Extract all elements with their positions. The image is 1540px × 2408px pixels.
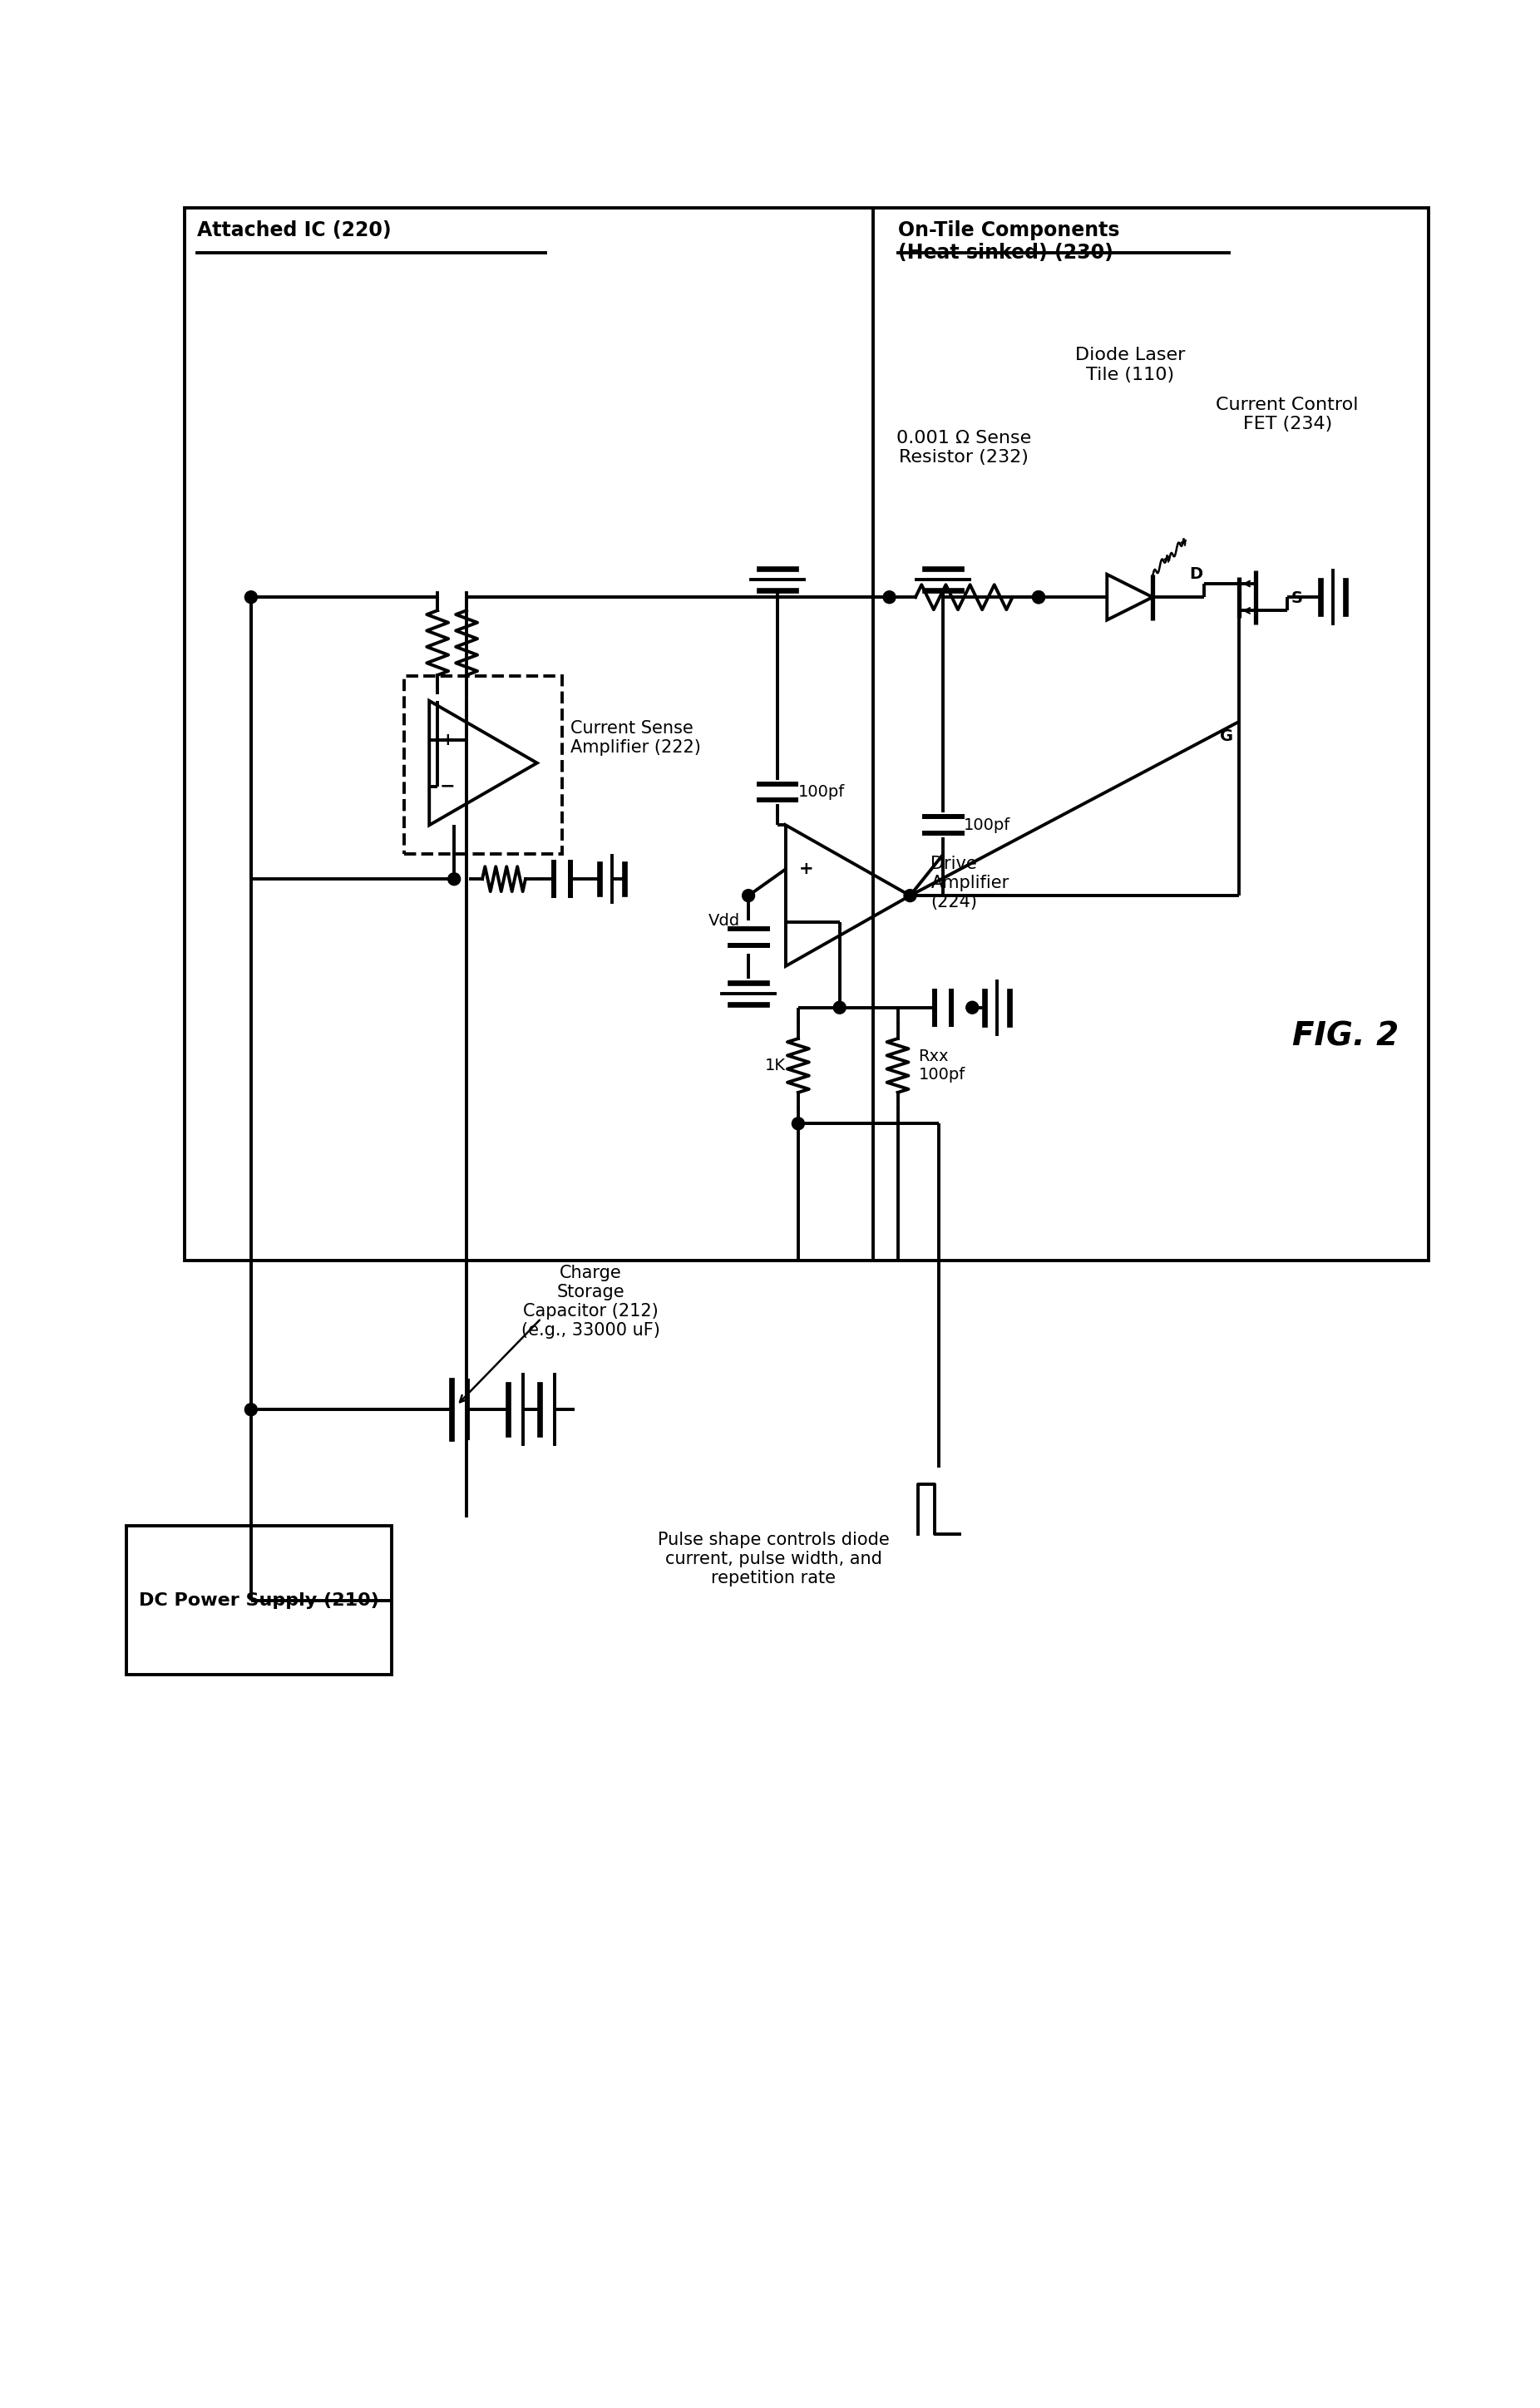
Text: Drive
Amplifier
(224): Drive Amplifier (224) [930, 855, 1009, 910]
Circle shape [1032, 590, 1044, 604]
Circle shape [1032, 590, 1044, 604]
Text: Current Control
FET (234): Current Control FET (234) [1217, 397, 1358, 433]
Text: 100pf: 100pf [798, 785, 845, 799]
Circle shape [245, 590, 257, 604]
Text: Current Sense
Amplifier (222): Current Sense Amplifier (222) [570, 720, 701, 756]
Circle shape [904, 889, 916, 903]
Circle shape [245, 1404, 257, 1416]
Text: Rxx
100pf: Rxx 100pf [918, 1047, 966, 1084]
Text: 100pf: 100pf [964, 816, 1010, 833]
Circle shape [833, 1002, 845, 1014]
Circle shape [966, 1002, 978, 1014]
Bar [185, 207, 1428, 1259]
Polygon shape [1107, 576, 1152, 619]
Text: Attached IC (220): Attached IC (220) [197, 219, 391, 241]
Bar [126, 1527, 393, 1676]
Text: +: + [440, 732, 454, 749]
Circle shape [792, 1117, 804, 1129]
Text: −: − [440, 778, 456, 795]
Circle shape [882, 590, 896, 604]
Text: On-Tile Components
(Heat sinked) (230): On-Tile Components (Heat sinked) (230) [898, 219, 1120, 262]
Text: D: D [1189, 566, 1203, 583]
Text: S: S [1292, 590, 1303, 607]
Bar [405, 677, 562, 855]
Text: −: − [799, 913, 815, 929]
Text: Charge
Storage
Capacitor (212)
(e.g., 33000 uF): Charge Storage Capacitor (212) (e.g., 33… [522, 1264, 661, 1339]
Text: Pulse shape controls diode
current, pulse width, and
repetition rate: Pulse shape controls diode current, puls… [658, 1531, 889, 1587]
Text: Diode Laser
Tile (110): Diode Laser Tile (110) [1075, 347, 1184, 383]
Text: 1K: 1K [764, 1057, 785, 1074]
Text: DC Power Supply (210): DC Power Supply (210) [139, 1592, 379, 1609]
Text: 0.001 Ω Sense
Resistor (232): 0.001 Ω Sense Resistor (232) [896, 431, 1032, 465]
Circle shape [448, 872, 460, 886]
Text: FIG. 2: FIG. 2 [1292, 1021, 1398, 1052]
Text: +: + [799, 860, 813, 877]
Text: Vdd: Vdd [708, 913, 741, 929]
Text: G: G [1220, 730, 1234, 744]
Circle shape [742, 889, 755, 903]
